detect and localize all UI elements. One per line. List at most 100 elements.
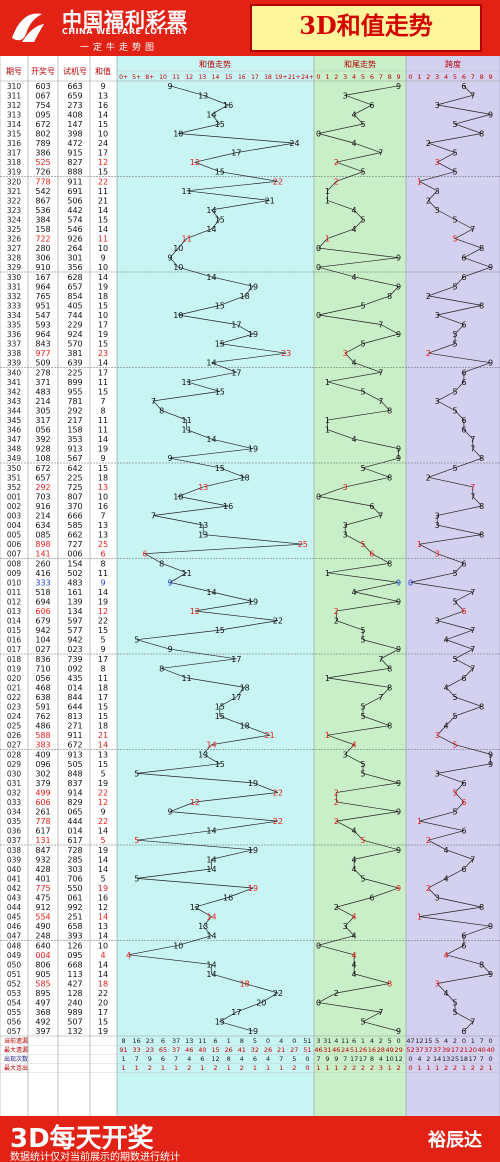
tail-stat-value: 2 bbox=[397, 1064, 401, 1072]
sum-point: 16 bbox=[223, 894, 233, 903]
sum-stat-value: 26 bbox=[264, 1046, 272, 1054]
tail-point: 0 bbox=[316, 941, 321, 950]
tail-point: 1 bbox=[325, 731, 330, 740]
draw-number: 475 bbox=[35, 894, 50, 903]
sum-point: 5 bbox=[134, 636, 139, 645]
draw-number: 536 bbox=[35, 206, 50, 215]
sum-point: 14 bbox=[206, 932, 216, 941]
tail-stat-value: 2 bbox=[370, 1064, 374, 1072]
sum-tick-label: 11 bbox=[172, 74, 180, 81]
span-point: 6 bbox=[461, 82, 466, 91]
span-stat-value: 12 bbox=[415, 1037, 423, 1045]
span-point: 2 bbox=[426, 836, 431, 845]
tail-point: 0 bbox=[316, 130, 321, 139]
sum-stat-value: 41 bbox=[238, 1046, 246, 1054]
issue-number: 330 bbox=[7, 273, 22, 282]
span-point: 6 bbox=[461, 378, 466, 387]
span-point: 6 bbox=[461, 932, 466, 941]
sum-value: 20 bbox=[98, 999, 108, 1008]
span-stat-value: 20 bbox=[469, 1046, 477, 1054]
draw-number: 292 bbox=[35, 483, 50, 492]
test-number: 427 bbox=[67, 979, 82, 988]
span-point: 6 bbox=[461, 674, 466, 683]
test-number: 585 bbox=[67, 521, 82, 530]
span-point: 2 bbox=[426, 139, 431, 148]
test-number: 507 bbox=[67, 1018, 82, 1027]
tail-tick-label: 4 bbox=[352, 73, 356, 81]
span-tick-label: 0 bbox=[408, 73, 412, 81]
tail-point: 3 bbox=[343, 521, 348, 530]
sum-stat-value: 32 bbox=[251, 1046, 259, 1054]
test-number: 240 bbox=[67, 999, 82, 1008]
draw-number: 591 bbox=[35, 703, 50, 712]
sum-point: 9 bbox=[167, 82, 172, 91]
sum-value: 17 bbox=[98, 1008, 108, 1017]
test-number: 942 bbox=[67, 636, 82, 645]
sum-value: 10 bbox=[98, 244, 108, 253]
issue-number: 324 bbox=[7, 215, 22, 224]
tail-stat-value: 4 bbox=[379, 1055, 383, 1063]
test-number: 113 bbox=[67, 970, 82, 979]
tail-point: 3 bbox=[343, 750, 348, 759]
sum-value: 15 bbox=[98, 387, 108, 396]
draw-header: 开奖号 bbox=[31, 66, 55, 76]
sum-value: 14 bbox=[98, 970, 108, 979]
sum-stat-value: 51 bbox=[303, 1037, 311, 1045]
span-point: 5 bbox=[452, 235, 457, 244]
test-number: 914 bbox=[67, 788, 82, 797]
tail-point: 4 bbox=[352, 588, 357, 597]
draw-number: 977 bbox=[35, 349, 50, 358]
sum-value: 13 bbox=[98, 531, 108, 540]
sum-value: 7 bbox=[100, 397, 105, 406]
span-point: 7 bbox=[470, 626, 475, 635]
tail-point: 4 bbox=[352, 139, 357, 148]
sum-stat-value: 5 bbox=[292, 1055, 296, 1063]
issue-number: 006 bbox=[7, 540, 22, 549]
sum-point: 17 bbox=[231, 149, 241, 158]
draw-number: 603 bbox=[35, 82, 50, 91]
sum-stat-value: 37 bbox=[172, 1046, 180, 1054]
sum-point: 12 bbox=[190, 903, 200, 912]
test-number: 442 bbox=[67, 206, 82, 215]
test-number: 505 bbox=[67, 760, 82, 769]
draw-number: 905 bbox=[35, 970, 50, 979]
sum-stat-value: 6 bbox=[161, 1055, 165, 1063]
sum-value: 15 bbox=[98, 712, 108, 721]
span-point: 5 bbox=[452, 655, 457, 664]
sum-value: 22 bbox=[98, 788, 108, 797]
test-number: 570 bbox=[67, 340, 82, 349]
sum-tick-label: 13 bbox=[199, 74, 207, 81]
draw-number: 302 bbox=[35, 769, 50, 778]
sum-value: 17 bbox=[98, 655, 108, 664]
sum-point: 14 bbox=[206, 855, 216, 864]
tail-stat-value: 5 bbox=[388, 1037, 392, 1045]
tail-point: 5 bbox=[360, 703, 365, 712]
draw-number: 108 bbox=[35, 454, 50, 463]
draw-number: 672 bbox=[35, 120, 50, 129]
issue-number: 349 bbox=[7, 454, 22, 463]
tail-point: 3 bbox=[343, 531, 348, 540]
span-point: 7 bbox=[470, 1018, 475, 1027]
sum-point: 11 bbox=[182, 674, 192, 683]
tail-point: 9 bbox=[396, 454, 401, 463]
tail-point: 5 bbox=[360, 120, 365, 129]
span-stat-value: 40 bbox=[486, 1046, 494, 1054]
sum-point: 14 bbox=[206, 913, 216, 922]
test-number: 727 bbox=[67, 540, 82, 549]
span-point: 8 bbox=[479, 130, 484, 139]
sum-stat-value: 2 bbox=[292, 1064, 296, 1072]
span-tick-label: 3 bbox=[435, 73, 439, 81]
draw-number: 483 bbox=[35, 387, 50, 396]
test-number: 217 bbox=[67, 416, 82, 425]
span-point: 5 bbox=[452, 569, 457, 578]
issue-number: 057 bbox=[7, 1027, 22, 1036]
sum-point: 14 bbox=[206, 359, 216, 368]
sum-point: 15 bbox=[215, 703, 225, 712]
tail-point: 2 bbox=[334, 798, 339, 807]
test-number: 273 bbox=[67, 101, 82, 110]
issue-number: 337 bbox=[7, 340, 22, 349]
issue-number: 352 bbox=[7, 483, 22, 492]
sum-point: 9 bbox=[167, 454, 172, 463]
sum-stat-value: 1 bbox=[135, 1064, 139, 1072]
draw-number: 104 bbox=[35, 636, 50, 645]
